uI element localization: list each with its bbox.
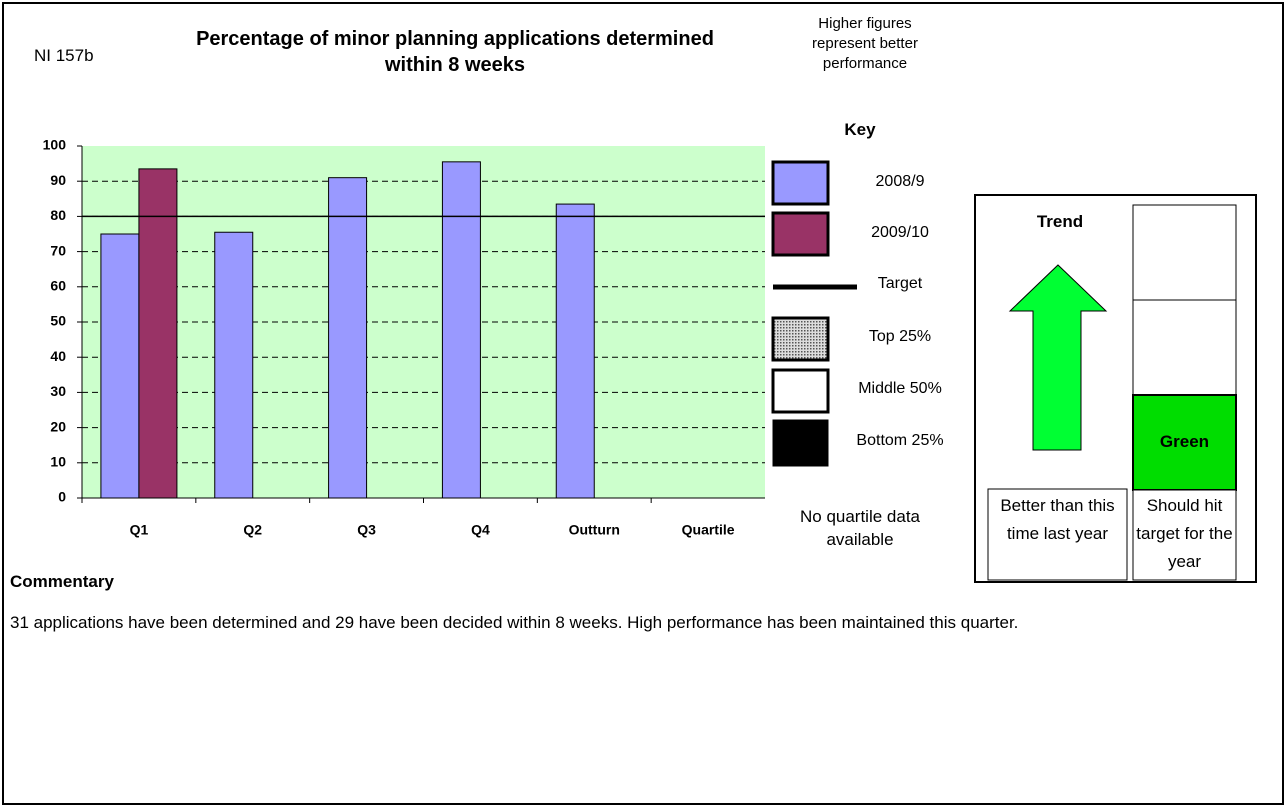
y-tick-label: 20 xyxy=(50,418,66,434)
bar xyxy=(214,231,254,499)
trend-arrow xyxy=(1008,264,1108,451)
y-tick-label: 80 xyxy=(50,207,66,223)
x-tick-label: Q2 xyxy=(243,522,262,538)
bar xyxy=(138,168,178,499)
legend-label: 2009/10 xyxy=(871,224,929,241)
y-tick-label: 60 xyxy=(50,278,66,294)
legend-label: 2008/9 xyxy=(875,173,925,190)
status-caption: Should hit target for the year xyxy=(1136,496,1233,571)
bar xyxy=(555,203,595,499)
bar xyxy=(100,233,140,499)
status-caption-box xyxy=(1132,489,1237,581)
chart-title: Percentage of minor planning application… xyxy=(196,28,714,76)
legend-label: Bottom 25% xyxy=(856,432,944,449)
no-quartile-note: No quartile data available xyxy=(799,507,921,549)
trend-title: Trend xyxy=(1036,212,1084,231)
x-tick-label: Q1 xyxy=(130,522,149,538)
y-tick-label: 100 xyxy=(43,137,67,153)
y-tick-label: 90 xyxy=(50,172,66,188)
y-tick-label: 50 xyxy=(50,313,66,329)
commentary-text: 31 applications have been determined and… xyxy=(10,613,1019,632)
indicator: NI 157b xyxy=(34,46,94,65)
note: Higher figures represent better performa… xyxy=(812,15,918,72)
status-label: Green xyxy=(1159,432,1210,451)
legend-swatch xyxy=(771,211,830,257)
commentary-title: Commentary xyxy=(10,572,114,591)
legend-label: Middle 50% xyxy=(858,380,942,397)
y-tick-label: 70 xyxy=(50,242,66,258)
plot: 0 10 20 30 40 50 60 70 80 90 100 Q1 Q2 Q3 Q4 Outturn Qua… xyxy=(43,137,765,538)
legend-label: Top 25% xyxy=(868,328,932,345)
middle-quartile-swatch xyxy=(771,368,830,414)
bar xyxy=(441,161,481,499)
y-tick-label: 10 xyxy=(50,454,66,470)
top-quartile-swatch xyxy=(771,316,830,362)
x-tick-label: Q4 xyxy=(471,522,490,538)
y-tick-label: 40 xyxy=(50,348,66,364)
key-title: Key xyxy=(844,120,876,139)
trend-caption: Better than this time last year xyxy=(1000,496,1115,543)
trend-caption-box xyxy=(987,488,1128,581)
bottom-quartile-swatch xyxy=(772,419,829,467)
bar xyxy=(328,177,368,499)
x-tick-label: Q3 xyxy=(357,522,376,538)
x-tick-label: Outturn xyxy=(569,522,620,538)
y-tick-label: 0 xyxy=(58,489,66,505)
legend-swatch xyxy=(771,160,830,206)
y-tick-label: 30 xyxy=(50,383,66,399)
legend-label: Target xyxy=(877,275,923,292)
status-cell xyxy=(1132,394,1237,491)
x-tick-label: Quartile xyxy=(682,522,735,538)
